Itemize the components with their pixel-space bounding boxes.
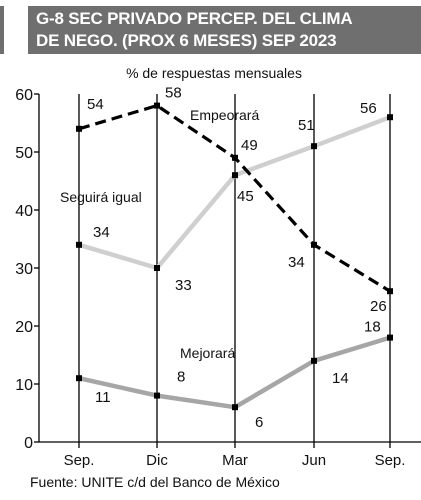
y-tick-label: 50 bbox=[15, 145, 33, 162]
x-tick-label: Mar bbox=[222, 452, 248, 469]
data-label: 6 bbox=[255, 414, 263, 431]
x-tick-label: Sep. bbox=[375, 452, 406, 469]
data-label: 11 bbox=[95, 389, 111, 406]
title-bar: G-8 SEC PRIVADO PERCEP. DEL CLIMA DE NEG… bbox=[0, 0, 421, 57]
data-point-marker bbox=[387, 334, 393, 341]
data-point-marker bbox=[311, 241, 317, 248]
data-point-marker bbox=[232, 172, 238, 179]
chart-subtitle: % de respuestas mensuales bbox=[126, 65, 302, 81]
data-point-marker bbox=[387, 114, 393, 121]
title-accent bbox=[0, 6, 4, 54]
data-label: 58 bbox=[165, 85, 182, 102]
y-tick-label: 30 bbox=[15, 261, 33, 278]
data-point-marker bbox=[232, 154, 238, 161]
axes-layer: 0 10 20 30 40 50 60 Sep. Dic Mar Jun Sep. bbox=[15, 87, 421, 469]
x-tick-label: Dic bbox=[146, 452, 168, 469]
y-tick-label: 10 bbox=[15, 377, 33, 394]
data-label: 54 bbox=[87, 96, 104, 113]
x-tick-label: Jun bbox=[302, 452, 326, 469]
data-label: 34 bbox=[288, 254, 305, 271]
x-tick-label: Sep. bbox=[64, 452, 95, 469]
data-point-marker bbox=[154, 265, 160, 271]
data-label: 18 bbox=[364, 319, 381, 336]
data-point-marker bbox=[76, 125, 82, 132]
data-point-marker bbox=[311, 357, 317, 364]
y-tick-label: 40 bbox=[15, 203, 33, 220]
y-tick-label: 20 bbox=[15, 319, 33, 336]
data-label: 34 bbox=[93, 224, 110, 241]
data-label: 8 bbox=[177, 369, 185, 386]
data-label: 49 bbox=[241, 137, 258, 154]
data-point-marker bbox=[76, 241, 82, 248]
series-label-mejorara: Mejorará bbox=[180, 345, 235, 361]
source-note: Fuente: UNITE c/d del Banco de México bbox=[30, 474, 280, 490]
series-label-empeorara: Empeorará bbox=[190, 107, 259, 123]
data-point-marker bbox=[154, 392, 160, 399]
labels-layer: 54 58 49 34 26 34 33 45 51 56 11 8 6 14 18 bbox=[87, 85, 387, 432]
title-box: G-8 SEC PRIVADO PERCEP. DEL CLIMA DE NEG… bbox=[28, 6, 421, 54]
series-layer bbox=[76, 102, 393, 411]
y-tick-label: 60 bbox=[15, 87, 33, 104]
data-label: 45 bbox=[237, 188, 254, 205]
data-point-marker bbox=[76, 375, 82, 382]
data-point-marker bbox=[311, 143, 317, 150]
data-point-marker bbox=[232, 404, 238, 411]
data-label: 51 bbox=[298, 117, 315, 134]
chart-title-line-2: DE NEGO. (PROX 6 MESES) SEP 2023 bbox=[36, 31, 337, 50]
data-label: 14 bbox=[332, 370, 349, 387]
data-point-marker bbox=[154, 102, 160, 109]
data-label: 33 bbox=[175, 277, 192, 294]
data-label: 56 bbox=[360, 100, 377, 117]
data-label: 26 bbox=[370, 298, 387, 315]
chart-title-line-1: G-8 SEC PRIVADO PERCEP. DEL CLIMA bbox=[36, 9, 353, 28]
data-point-marker bbox=[387, 288, 393, 295]
series-label-seguira-igual: Seguirá igual bbox=[60, 189, 142, 205]
y-tick-label: 0 bbox=[24, 435, 33, 452]
